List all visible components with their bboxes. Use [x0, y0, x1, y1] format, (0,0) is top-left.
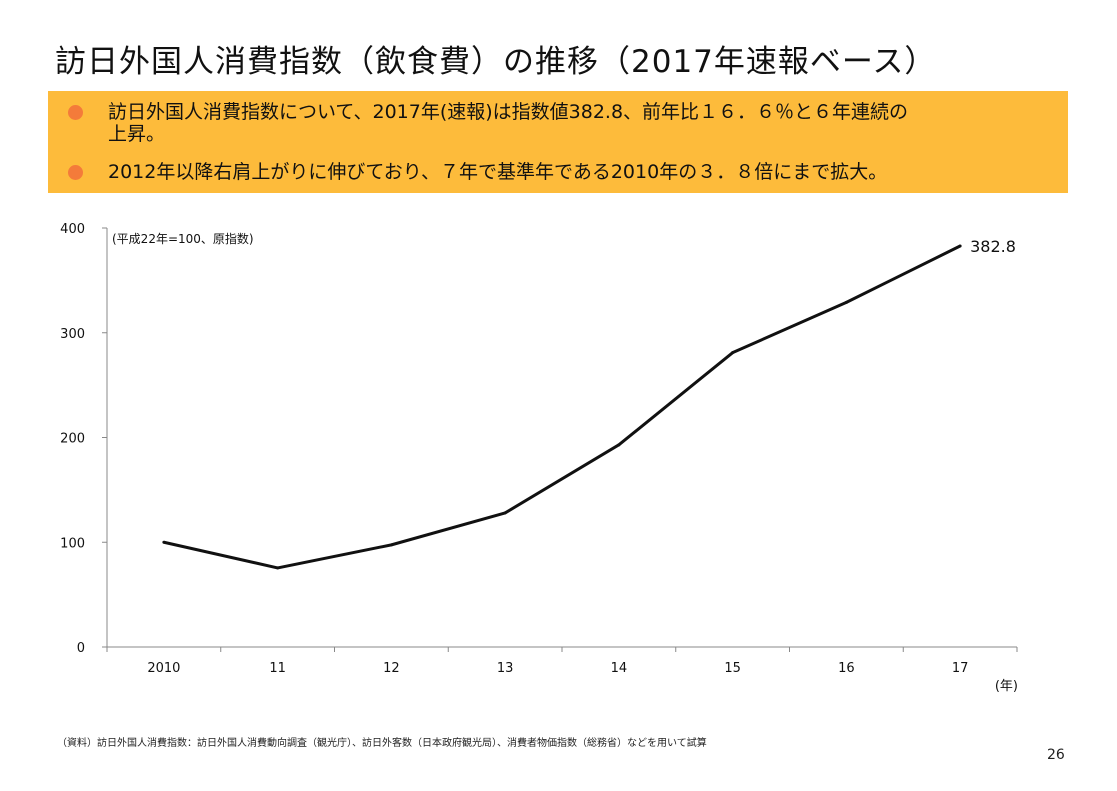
data-point — [617, 443, 621, 447]
data-label: 382.8 — [970, 237, 1016, 256]
x-tick-label: 13 — [497, 661, 514, 676]
source-footnote: （資料）訪日外国人消費指数：訪日外国人消費動向調査（観光庁）、訪日外客数（日本政… — [57, 738, 707, 749]
y-tick-label: 300 — [60, 327, 85, 342]
x-tick-label: 17 — [952, 661, 969, 676]
slide-title: 訪日外国人消費指数（飲食費）の推移（2017年速報ベース） — [55, 44, 937, 80]
data-point — [389, 543, 393, 547]
x-tick-label: 12 — [383, 661, 400, 676]
x-tick-label: 15 — [724, 661, 741, 676]
page-number: 26 — [1047, 747, 1065, 763]
data-point — [958, 244, 962, 248]
data-point — [503, 511, 507, 515]
x-tick-label: 16 — [838, 661, 855, 676]
y-tick-label: 400 — [60, 222, 85, 237]
y-tick-label: 0 — [77, 641, 85, 656]
data-point — [276, 566, 280, 570]
bullet-2: 2012年以降右肩上がりに伸びており、７年で基準年である2010年の３．８倍にま… — [108, 161, 887, 183]
data-point — [162, 540, 166, 544]
unit-note: (平成22年=100、原指数) — [112, 231, 254, 246]
bullet-1: 訪日外国人消費指数について、2017年(速報)は指数値382.8、前年比１６．６… — [108, 101, 908, 145]
bullet-dot-icon — [68, 165, 83, 180]
y-tick-label: 200 — [60, 432, 85, 447]
x-tick-label: 11 — [269, 661, 286, 676]
summary-banner: 訪日外国人消費指数について、2017年(速報)は指数値382.8、前年比１６．６… — [48, 91, 1068, 193]
x-axis-label: (年) — [995, 679, 1018, 694]
bullet-dot-icon — [68, 105, 83, 120]
x-tick-label: 14 — [611, 661, 628, 676]
data-point — [844, 300, 848, 304]
bullet-1-line-1: 訪日外国人消費指数について、2017年(速報)は指数値382.8、前年比１６．６… — [108, 101, 909, 123]
x-tick-label: 2010 — [147, 661, 180, 676]
series-line — [163, 244, 961, 570]
bullet-1-line-2: 上昇。 — [108, 123, 166, 145]
bullet-2-line-1: 2012年以降右肩上がりに伸びており、７年で基準年である2010年の３．８倍にま… — [108, 161, 888, 183]
y-tick-label: 100 — [60, 536, 85, 551]
data-point — [731, 351, 735, 355]
